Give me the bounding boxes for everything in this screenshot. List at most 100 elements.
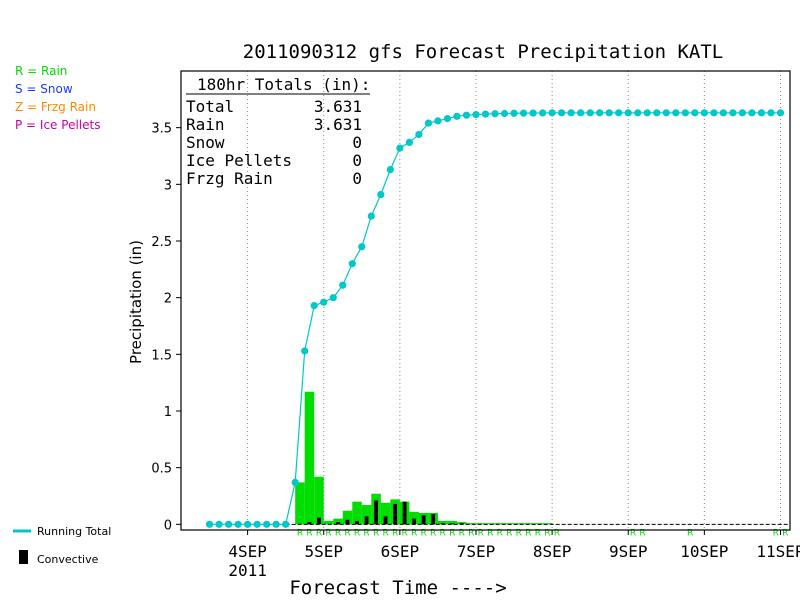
running-total-point <box>558 109 566 117</box>
precip-bar <box>437 520 448 525</box>
y-tick-label: 3 <box>164 178 172 193</box>
running-total-point <box>405 138 413 146</box>
precip-bar <box>542 523 553 525</box>
running-total-point <box>672 109 680 117</box>
precip-bar <box>475 523 486 525</box>
precip-type-marker: R <box>782 528 788 538</box>
precip-bar <box>380 502 391 525</box>
running-total-point <box>215 520 223 528</box>
convective-bar <box>440 523 445 525</box>
running-total-point <box>529 109 537 117</box>
running-total-point <box>310 302 318 310</box>
precip-type-marker: R <box>316 528 322 538</box>
running-total-point <box>320 298 328 306</box>
convective-bar <box>345 519 350 525</box>
precip-bar <box>323 520 334 525</box>
precip-type-marker: R <box>525 528 531 538</box>
totals-label-total: Total <box>186 97 234 116</box>
totals-label-ice-pellets: Ice Pellets <box>186 151 292 170</box>
running-total-point <box>510 109 518 117</box>
precip-type-marker: R <box>630 528 636 538</box>
running-total-point <box>719 109 727 117</box>
running-total-point <box>767 109 775 117</box>
precip-type-marker: R <box>373 528 379 538</box>
x-tick-label: 10SEP <box>680 542 728 561</box>
precip-type-marker: R <box>430 528 436 538</box>
running-total-point <box>538 109 547 117</box>
totals-label-snow: Snow <box>186 133 225 152</box>
running-total-point <box>757 109 766 117</box>
precip-type-marker: R <box>497 528 503 538</box>
precip-bar <box>495 523 505 525</box>
plot-frame <box>180 70 791 531</box>
running-total-point <box>691 109 699 117</box>
x-tick-label: 6SEP <box>381 542 420 561</box>
running-total-point <box>329 294 337 302</box>
running-total-point <box>396 144 404 152</box>
precip-type-marker: R <box>487 528 493 538</box>
running-total-point <box>700 109 708 117</box>
precip-type-marker: R <box>639 528 645 538</box>
precip-type-marker: R <box>306 528 312 538</box>
precip-type-marker: R <box>392 528 398 538</box>
legend-frzg-rain: Z = Frzg Rain <box>15 100 96 114</box>
type-legend: R = Rain S = Snow Z = Frzg Rain P = Ice … <box>15 64 100 132</box>
convective-bar <box>317 517 321 525</box>
y-axis: 0 0.5 1 1.5 2 2.5 3 3.5 <box>151 122 181 533</box>
running-total-point <box>367 212 375 220</box>
running-total-point <box>605 109 613 117</box>
y-axis-label: Precipitation (in) <box>127 240 145 364</box>
convective-bar <box>421 515 426 525</box>
running-total-point <box>500 109 509 118</box>
precip-type-marker: R <box>544 528 550 538</box>
precip-bar <box>304 391 315 525</box>
running-total-point <box>491 110 499 118</box>
running-total-point <box>662 109 670 117</box>
precip-type-marker: R <box>773 528 779 538</box>
precip-type-marker: R <box>354 528 360 538</box>
x-tick-label: 5SEP <box>304 542 343 561</box>
running-total-point <box>567 109 575 117</box>
precip-bar <box>456 522 467 525</box>
precip-type-marker: R <box>516 528 522 538</box>
convective-bar <box>364 516 369 525</box>
precip-type-marker: R <box>401 528 407 538</box>
x-tick-label: 7SEP <box>457 542 496 561</box>
running-total-point <box>586 109 594 117</box>
y-tick-label: 0.5 <box>151 462 172 477</box>
chart-title: 2011090312 gfs Forecast Precipitation KA… <box>243 41 723 63</box>
running-total-point <box>253 520 261 528</box>
precip-bar <box>504 523 515 525</box>
precip-type-marker: R <box>478 528 484 538</box>
precip-type-marker: R <box>687 528 693 538</box>
running-total-point <box>377 190 385 199</box>
running-total-point <box>615 109 623 117</box>
running-total-point <box>205 520 214 528</box>
running-total-point <box>643 109 651 117</box>
running-total-point <box>263 520 271 528</box>
convective-bar <box>336 522 340 525</box>
convective-bar <box>307 522 312 525</box>
totals-value-snow: 0 <box>352 133 362 152</box>
x-tick-label: 9SEP <box>609 542 648 561</box>
precip-type-marker: R <box>335 528 341 538</box>
running-total-point <box>282 520 290 528</box>
y-tick-label: 2 <box>164 292 172 307</box>
running-total-point <box>596 109 604 117</box>
precip-type-marker: R <box>468 528 474 538</box>
x-axis-label: Forecast Time ----> <box>289 577 506 599</box>
precip-type-marker: R <box>554 528 560 538</box>
running-total-point <box>738 109 747 117</box>
totals-box: 180hr Totals (in): Total 3.631 Rain 3.63… <box>186 75 370 188</box>
running-total-point <box>434 117 442 125</box>
precip-type-marker: R <box>344 528 350 538</box>
totals-value-total: 3.631 <box>314 97 362 116</box>
precip-bars <box>295 391 553 525</box>
running-total-point <box>339 281 347 289</box>
legend-rain: R = Rain <box>15 64 67 78</box>
y-tick-label: 3.5 <box>151 122 172 137</box>
running-total-point <box>291 478 299 486</box>
x-tick-label: 8SEP <box>533 542 572 561</box>
legend-snow: S = Snow <box>15 82 73 96</box>
